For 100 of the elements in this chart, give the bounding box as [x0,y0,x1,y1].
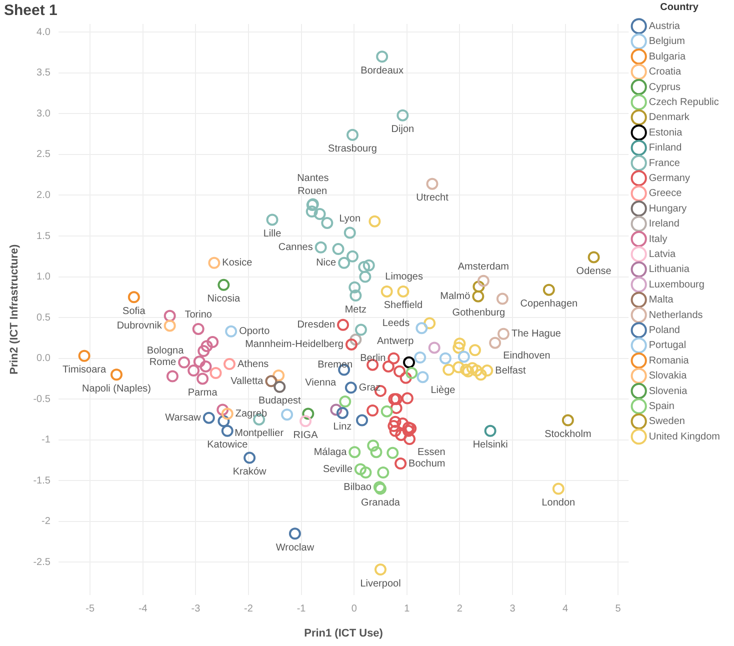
annotation: Bordeaux [360,65,404,76]
x-tick-label: -1 [296,604,306,615]
legend-title: Country [660,2,699,13]
annotation: Liège [430,384,456,396]
annotation: Nicosia [207,294,241,305]
legend-label: United Kingdom [648,431,720,442]
annotation: Eindhoven [503,350,550,362]
annotation: Linz [333,422,352,433]
annotation: Bologna [146,346,184,357]
legend-label: France [648,158,680,169]
y-axis-title: Prin2 (ICT Infrastructure) [8,244,21,374]
y-tick-label: -1.5 [33,475,51,486]
annotation: Belfast [495,365,526,376]
annotation: Bilbao [344,482,372,493]
x-tick-label: -3 [191,604,201,615]
legend-label: Croatia [648,66,682,78]
annotation: Berlin [360,353,386,364]
chart-title: Sheet 1 [4,2,58,20]
annotation: Budapest [258,396,302,407]
x-tick-label: 0 [351,604,358,615]
annotation: Metz [344,304,367,316]
x-tick-label: 4 [562,604,569,615]
annotation: Copenhagen [520,298,578,310]
legend-label: Netherlands [648,310,703,321]
legend-label: Denmark [648,112,690,124]
legend-label: Latvia [648,248,676,260]
x-tick-label: 5 [615,604,622,615]
annotation: Rome [149,357,177,368]
annotation: Helsinki [472,440,508,451]
x-tick-label: -5 [86,604,95,615]
y-tick-label: -2.5 [33,556,51,568]
legend-label: Luxembourg [648,279,704,290]
y-tick-label: 1.5 [36,230,51,242]
x-tick-label: -4 [138,604,148,615]
y-tick-label: -1 [42,434,51,446]
annotation: Kosice [222,258,253,269]
legend-label: Portugal [648,340,686,352]
annotation: Bochum [408,458,446,470]
legend-label: Czech Republic [648,96,719,108]
annotation: Seville [322,464,353,475]
annotation: Zagreb [235,408,268,420]
legend-label: Poland [648,324,680,336]
annotation: Bremen [318,360,353,371]
y-tick-label: 1.0 [36,272,51,283]
x-tick-label: 1 [404,604,410,615]
legend-label: Ireland [648,218,680,230]
y-tick-label: 0.0 [36,353,51,364]
annotation: Liverpool [360,578,401,590]
legend-label: Bulgaria [648,51,686,62]
annotation: Cannes [278,242,313,254]
annotation: Málaga [314,446,348,458]
annotation: Malmö [440,291,471,302]
y-tick-label: 2.5 [36,149,51,160]
legend-label: Spain [648,400,674,412]
y-tick-label: 2.0 [36,190,51,201]
annotation: Timisoara [62,364,107,376]
annotation: Rouen [298,186,328,197]
annotation: Vienna [305,377,337,388]
annotation: Oporto [239,326,270,338]
annotation: Wroclaw [276,542,315,554]
annotation: Strasbourg [328,144,377,155]
x-tick-label: -2 [244,604,254,615]
legend-label: Finland [648,142,682,154]
annotation: Parma [188,387,218,398]
legend-label: Estonia [648,127,683,138]
annotation: Dubrovnik [116,320,163,332]
annotation: Leeds [382,318,410,330]
legend-label: Belgium [648,36,685,48]
annotation: Napoli (Naples) [82,383,151,394]
y-tick-label: 3.0 [36,108,51,120]
legend-label: Lithuania [648,264,690,276]
legend-label: Malta [648,294,674,306]
annotation: Lille [263,228,282,240]
annotation: Sheffield [384,300,423,312]
annotation: Torino [184,310,212,321]
annotation: Essen [418,446,446,458]
annotation: Dresden [297,320,336,331]
annotation: Amsterdam [458,262,510,273]
annotation: Warsaw [165,412,202,424]
annotation: Antwerp [376,336,414,347]
y-tick-label: 3.5 [36,68,51,79]
legend-label: Greece [648,188,682,200]
annotation: Kraków [232,466,268,478]
annotation: Granada [361,498,400,509]
legend-label: Cyprus [648,82,681,93]
annotation: Lyon [339,214,361,224]
legend-label: Romania [648,355,690,366]
y-tick-label: -2 [42,516,51,528]
annotation: Montpellier [234,428,284,440]
x-axis-title: Prin1 (ICT Use) [304,627,384,640]
legend-label: Slovenia [648,386,688,397]
legend-label: Italy [648,234,668,245]
x-tick-label: 3 [510,604,516,615]
annotation: Sofia [122,306,146,317]
annotation: The Hague [512,328,562,340]
x-tick-label: 2 [456,604,463,615]
annotation: Athens [237,358,269,370]
annotation: Limoges [385,272,423,283]
annotation: Valletta [230,376,264,387]
legend-label: Slovakia [648,370,688,382]
